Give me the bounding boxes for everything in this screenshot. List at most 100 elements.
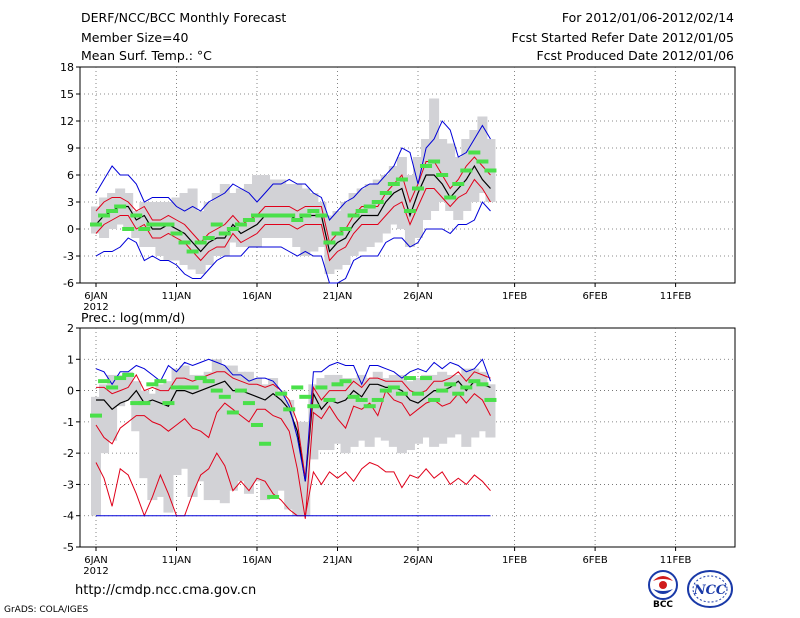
x-tick-label: 1FEB — [502, 291, 527, 302]
observed-marker — [122, 372, 135, 377]
ensemble-box — [388, 374, 399, 447]
y-tick-label: 12 — [60, 115, 74, 128]
observed-marker — [234, 222, 247, 227]
series-lower-line — [95, 389, 491, 519]
observed-marker — [291, 385, 304, 390]
observed-marker — [283, 213, 296, 218]
observed-marker — [130, 213, 143, 218]
ensemble-box — [219, 184, 230, 256]
ensemble-box — [308, 384, 319, 460]
x-tick-label: 11JAN — [162, 291, 192, 302]
ensemble-box — [437, 371, 448, 444]
year-label: 2012 — [83, 566, 108, 577]
footer-url[interactable]: http://cmdp.ncc.cma.gov.cn — [75, 583, 257, 598]
observed-marker — [194, 376, 207, 381]
ensemble-box — [147, 393, 158, 501]
ensemble-box — [243, 184, 254, 247]
observed-marker — [347, 394, 360, 399]
observed-marker — [331, 231, 344, 236]
observed-marker — [242, 218, 255, 222]
ensemble-box — [477, 116, 488, 193]
ensemble-box — [139, 390, 150, 479]
ensemble-box — [163, 202, 174, 261]
observed-marker — [460, 385, 473, 390]
series-median-line — [95, 164, 491, 253]
series-max-line — [95, 358, 491, 482]
x-tick-label: 6FEB — [582, 555, 607, 566]
ensemble-box — [485, 384, 496, 438]
ensemble-box — [99, 197, 110, 238]
ensemble-box — [372, 371, 383, 438]
observed-marker — [98, 213, 111, 218]
ensemble-box — [187, 188, 198, 270]
observed-marker — [283, 407, 296, 412]
observed-marker — [275, 213, 288, 218]
ensemble-box — [187, 374, 198, 497]
observed-marker — [138, 401, 151, 406]
observed-marker — [106, 385, 119, 390]
ensemble-box — [227, 193, 238, 243]
ensemble-box — [300, 188, 311, 256]
ensemble-box — [123, 193, 134, 229]
ensemble-box — [324, 374, 335, 451]
observed-marker — [484, 397, 497, 402]
x-tick-label: 21JAN — [323, 555, 353, 566]
series-min-line — [95, 452, 491, 518]
observed-marker — [154, 222, 167, 227]
observed-marker — [452, 391, 465, 396]
y-tick-label: 3 — [67, 196, 74, 209]
y-tick-label: -6 — [63, 277, 74, 290]
ensemble-box — [388, 166, 399, 225]
observed-marker — [363, 204, 376, 209]
ensemble-box — [469, 368, 480, 438]
precip-title: Prec.: log(mm/d) — [81, 310, 185, 325]
svg-text:NCC: NCC — [693, 583, 727, 598]
observed-marker — [146, 222, 159, 227]
observed-marker — [347, 213, 360, 218]
ensemble-box — [276, 390, 287, 491]
observed-marker — [210, 222, 223, 227]
observed-marker — [194, 240, 207, 245]
ensemble-box — [324, 215, 335, 274]
observed-marker — [90, 413, 102, 418]
observed-marker — [468, 150, 481, 155]
x-tick-label: 1FEB — [502, 555, 527, 566]
x-tick-label: 16JAN — [242, 555, 272, 566]
observed-marker — [291, 218, 304, 222]
ensemble-box — [268, 378, 279, 497]
bcc-logo: BCC — [648, 570, 678, 609]
x-tick-label: 11JAN — [162, 555, 192, 566]
observed-marker — [412, 186, 424, 191]
ensemble-box — [91, 396, 101, 516]
ensemble-box — [332, 374, 343, 444]
ensemble-box — [396, 374, 407, 454]
y-tick-label: -5 — [63, 541, 74, 554]
observed-marker — [106, 209, 119, 213]
series-lower-line — [95, 178, 491, 262]
ensemble-box — [364, 378, 375, 447]
ensemble-box — [372, 179, 383, 243]
observed-marker — [299, 213, 312, 218]
observed-marker — [178, 240, 191, 245]
member-size: Member Size=40 — [81, 30, 189, 45]
ensemble-box — [340, 202, 351, 265]
x-tick-label: 6JAN — [84, 555, 107, 566]
ensemble-box — [284, 399, 295, 510]
ensemble-box — [316, 378, 327, 451]
observed-marker — [202, 236, 215, 240]
observed-marker — [323, 240, 336, 245]
ensemble-box — [235, 188, 246, 247]
observed-marker — [218, 394, 231, 399]
observed-marker — [403, 209, 416, 213]
observed-marker — [355, 397, 368, 402]
ensemble-box — [107, 374, 118, 441]
y-tick-label: -3 — [63, 478, 74, 491]
ensemble-box — [179, 365, 190, 469]
svg-text:BCC: BCC — [653, 600, 673, 609]
ensemble-box — [155, 384, 166, 497]
y-tick-label: 15 — [60, 88, 74, 101]
observed-marker — [395, 391, 408, 396]
observed-marker — [331, 382, 344, 387]
observed-marker — [138, 227, 151, 231]
